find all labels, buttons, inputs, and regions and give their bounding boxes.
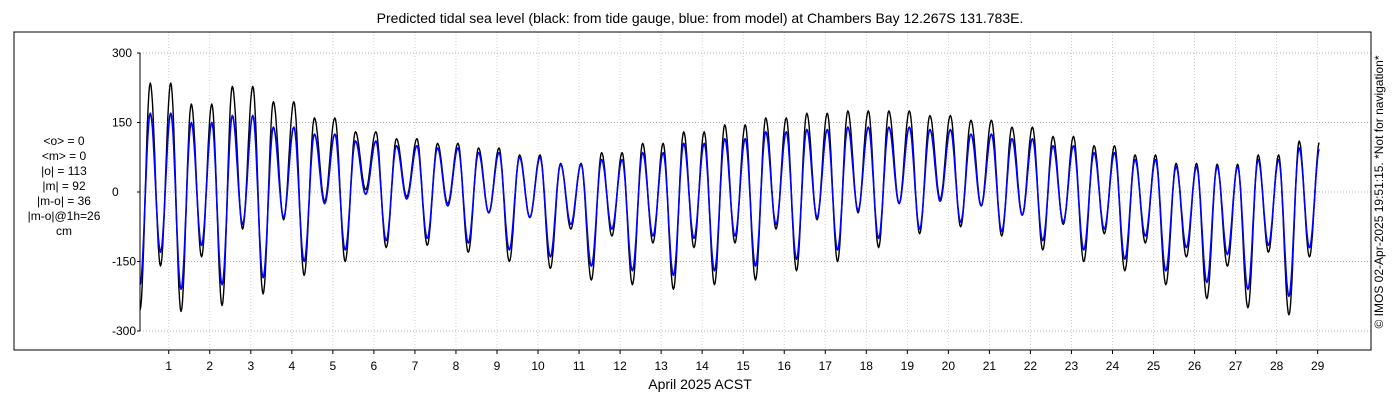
x-tick-label: 28 <box>1270 359 1284 373</box>
x-axis: 1 2 3 4 5 6 7 8 9 10 11 12 13 14 15 16 17 18 19 20 21 22 23 24 2… <box>165 350 1325 373</box>
stats-panel: <o> = 0 <m> = 0 |o| = 113 |m| = 92 |m-o|… <box>16 134 112 239</box>
plot-frame <box>13 31 1372 351</box>
series-model-line <box>139 112 1320 298</box>
x-tick-label: 2 <box>206 359 213 373</box>
x-tick-label: 12 <box>613 359 627 373</box>
x-tick-label: 13 <box>654 359 668 373</box>
chart-title: Predicted tidal sea level (black: from t… <box>376 10 1024 26</box>
x-tick-label: 10 <box>531 359 545 373</box>
x-tick-label: 29 <box>1311 359 1325 373</box>
x-tick-label: 6 <box>371 359 378 373</box>
x-tick-label: 1 <box>165 359 172 373</box>
x-tick-label: 18 <box>860 359 874 373</box>
x-tick-label: 22 <box>1024 359 1038 373</box>
x-axis-label: April 2025 ACST <box>648 376 752 392</box>
x-tick-label: 16 <box>778 359 792 373</box>
x-tick-label: 3 <box>247 359 254 373</box>
y-tick-label: 150 <box>112 116 132 130</box>
y-tick-label: -300 <box>112 324 136 338</box>
stat-mean-model: <m> = 0 <box>41 149 87 163</box>
stat-abs-model: |m| = 92 <box>42 179 86 193</box>
y-tick-label: 0 <box>112 185 119 199</box>
x-tick-label: 27 <box>1229 359 1243 373</box>
y-tick-label: 300 <box>112 46 132 60</box>
stat-units: cm <box>56 224 72 238</box>
stat-abs-diff-1h: |m-o|@1h=26 <box>27 209 101 223</box>
x-tick-label: 4 <box>288 359 295 373</box>
x-tick-label: 19 <box>901 359 915 373</box>
series-gauge-line <box>139 82 1320 316</box>
x-tick-label: 20 <box>942 359 956 373</box>
x-tick-label: 8 <box>453 359 460 373</box>
credit-text: © IMOS 02-Apr-2025 19:51:15. *Not for na… <box>1372 55 1386 329</box>
stat-abs-observed: |o| = 113 <box>41 164 87 178</box>
x-tick-label: 5 <box>330 359 337 373</box>
grid-lines <box>140 32 1371 350</box>
y-axis: -300 -150 0 150 300 <box>112 46 141 338</box>
x-tick-label: 17 <box>819 359 833 373</box>
x-tick-label: 26 <box>1188 359 1202 373</box>
stat-abs-diff: |m-o| = 36 <box>37 194 91 208</box>
y-tick-label: -150 <box>112 255 136 269</box>
x-tick-label: 7 <box>412 359 419 373</box>
x-tick-label: 14 <box>695 359 709 373</box>
x-tick-label: 23 <box>1065 359 1079 373</box>
x-tick-label: 24 <box>1106 359 1120 373</box>
x-tick-label: 21 <box>983 359 997 373</box>
x-tick-label: 9 <box>494 359 501 373</box>
x-tick-label: 11 <box>573 359 586 373</box>
x-tick-label: 25 <box>1147 359 1161 373</box>
stat-mean-observed: <o> = 0 <box>43 134 85 148</box>
x-tick-label: 15 <box>737 359 751 373</box>
series-lines <box>139 82 1320 316</box>
